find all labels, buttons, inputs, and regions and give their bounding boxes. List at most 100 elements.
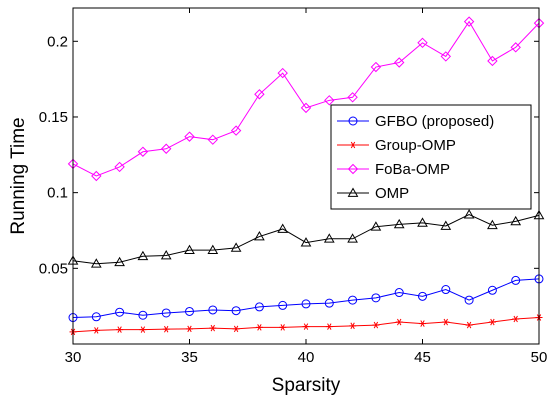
data-point: [116, 326, 124, 333]
data-point: [254, 89, 265, 100]
x-tick-label: 35: [181, 349, 198, 366]
data-point: [91, 312, 101, 322]
data-point: [91, 170, 102, 182]
data-point: [161, 308, 171, 318]
data-point: [487, 285, 497, 295]
data-point: [442, 318, 450, 326]
series-foba-omp: [67, 16, 545, 182]
data-point: [487, 55, 498, 67]
data-point: [90, 258, 102, 268]
data-point: [137, 250, 149, 261]
data-point: [301, 299, 311, 309]
data-point: [395, 318, 403, 326]
data-point: [230, 125, 242, 136]
legend-marker: [349, 141, 357, 149]
series-line: [72, 278, 540, 319]
data-point: [277, 67, 288, 79]
data-point: [92, 327, 100, 334]
legend-marker: [347, 163, 359, 175]
data-point: [487, 219, 498, 230]
x-tick-label: 40: [298, 349, 315, 366]
data-point: [114, 256, 125, 267]
legend: GFBO (proposed) Group-OMP FoBa-OMP OMP: [330, 104, 532, 210]
data-point: [440, 51, 452, 62]
data-point: [184, 244, 195, 255]
data-point: [300, 237, 312, 247]
data-point: [394, 288, 404, 298]
data-point: [207, 244, 219, 255]
y-tick-label: 0.1: [47, 185, 68, 202]
data-point: [393, 218, 405, 229]
y-tick-label: 0.15: [39, 109, 68, 126]
data-point: [370, 221, 382, 231]
data-point: [115, 307, 125, 317]
data-point: [324, 298, 334, 308]
data-point: [300, 102, 312, 114]
series-line: [72, 20, 540, 177]
data-point: [323, 233, 335, 243]
data-point: [277, 223, 289, 233]
data-point: [463, 209, 475, 219]
y-axis-label: Running Time: [8, 117, 29, 234]
data-point: [207, 134, 219, 145]
data-point: [255, 324, 263, 331]
data-point: [138, 310, 148, 320]
data-point: [302, 323, 310, 330]
data-point: [465, 321, 473, 329]
data-point: [417, 37, 428, 49]
legend-entry: GFBO (proposed): [375, 113, 494, 130]
y-axis: 0.05 0.1 0.15 0.2: [39, 33, 539, 277]
data-point: [440, 220, 452, 230]
data-point: [463, 16, 475, 27]
data-point: [348, 295, 358, 305]
data-point: [349, 322, 357, 330]
data-point: [137, 146, 149, 157]
x-tick-label: 30: [65, 349, 82, 366]
data-point: [393, 57, 405, 68]
data-point: [512, 315, 520, 323]
data-point: [209, 324, 217, 332]
data-point: [232, 325, 240, 333]
data-point: [231, 306, 241, 316]
data-point: [160, 249, 172, 260]
data-point: [510, 42, 521, 53]
legend-marker: [348, 116, 358, 126]
data-point: [162, 325, 170, 333]
data-point: [254, 231, 265, 241]
data-point: [417, 217, 428, 227]
data-point: [372, 321, 380, 329]
legend-entry: FoBa-OMP: [375, 161, 450, 178]
legend-entry: OMP: [375, 185, 409, 202]
x-tick-label: 45: [414, 349, 431, 366]
data-point: [230, 242, 242, 252]
x-axis: 30 35 40 45 50: [65, 8, 547, 366]
data-point: [278, 300, 288, 310]
data-point: [464, 295, 474, 305]
data-point: [279, 324, 287, 331]
data-point: [186, 325, 193, 333]
y-tick-label: 0.05: [39, 260, 68, 277]
data-point: [371, 293, 381, 303]
data-point: [511, 275, 521, 285]
data-point: [441, 285, 451, 295]
data-point: [488, 318, 496, 326]
data-point: [418, 291, 427, 301]
data-point: [347, 233, 358, 243]
data-point: [324, 95, 335, 106]
series-line: [72, 214, 540, 265]
data-point: [114, 161, 125, 173]
data-point: [254, 302, 264, 312]
legend-box: [330, 104, 532, 210]
data-point: [347, 92, 358, 103]
data-point: [208, 305, 218, 315]
series-group-omp: [69, 314, 543, 336]
data-point: [419, 320, 426, 327]
data-point: [510, 215, 522, 226]
data-point: [325, 323, 333, 330]
data-point: [184, 131, 195, 142]
legend-marker: [347, 187, 359, 197]
y-tick-label: 0.2: [47, 33, 68, 50]
data-point: [160, 143, 172, 154]
legend-entry: Group-OMP: [375, 137, 456, 154]
